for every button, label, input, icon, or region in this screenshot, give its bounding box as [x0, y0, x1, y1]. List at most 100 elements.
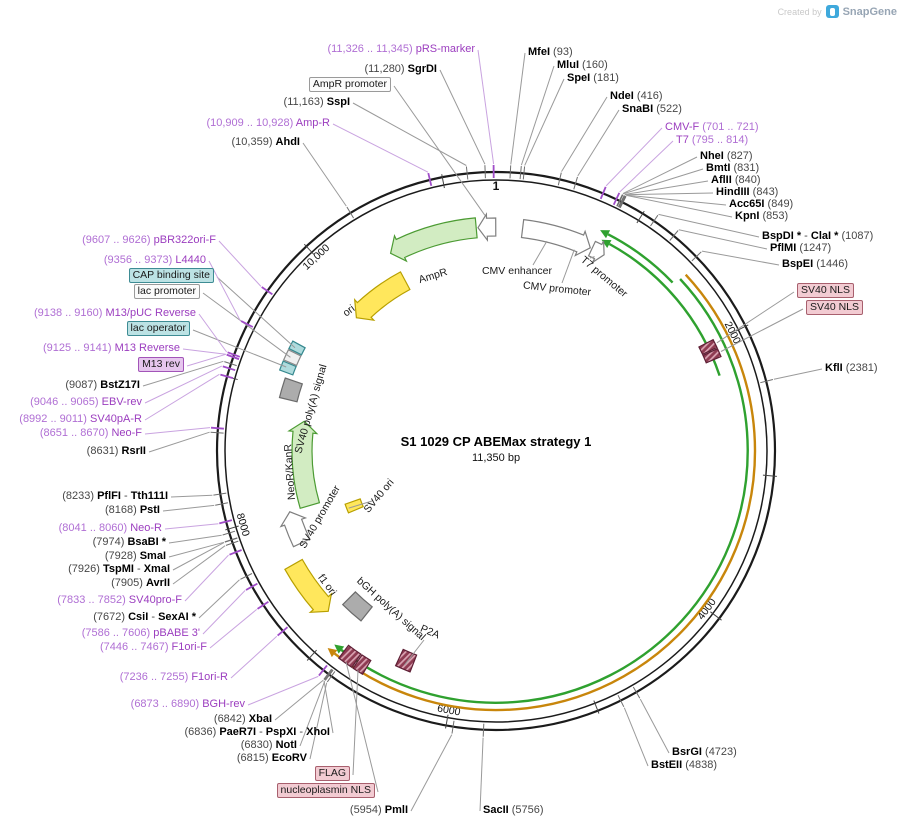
- aflii-label[interactable]: AflII (840): [711, 174, 761, 186]
- f1ori-r-label[interactable]: (7236 .. 7255) F1ori-R: [119, 671, 228, 683]
- orf-green-upper-arc[interactable]: [607, 233, 674, 284]
- hindiii-label[interactable]: HindIII (843): [716, 186, 779, 198]
- sspi-label[interactable]: (11,163) SspI: [283, 96, 350, 108]
- neor-kanr-feature[interactable]: [287, 420, 321, 510]
- sv40pa-r-label[interactable]: (8992 .. 9011) SV40pA-R: [19, 413, 142, 425]
- ndei-leader: [561, 96, 608, 172]
- csii-sexai-label[interactable]: (7672) CsiI - SexAI *: [93, 611, 196, 623]
- f1ori-f-label[interactable]: (7446 .. 7467) F1ori-F: [99, 641, 207, 653]
- flag-feature[interactable]: [352, 654, 372, 676]
- ecorv-leader: [309, 682, 328, 760]
- ecorv-label[interactable]: (6815) EcoRV: [236, 752, 307, 764]
- bsrgi-label[interactable]: BsrGI (4723): [672, 746, 737, 758]
- cmv-f-label[interactable]: CMV-F (701 .. 721): [665, 121, 759, 133]
- pflfi-tth111i-leader: [170, 494, 213, 498]
- nucleoplasmin-nls-feature[interactable]: [337, 644, 362, 669]
- bsabi-label[interactable]: (7974) BsaBI *: [92, 536, 166, 548]
- m13-rev-label[interactable]: M13 rev: [138, 357, 184, 372]
- sgrdi-label[interactable]: (11,280) SgrDI: [364, 63, 437, 75]
- flag-label[interactable]: FLAG: [314, 766, 350, 781]
- prs-marker-label[interactable]: (11,326 .. 11,345) pRS-marker: [327, 43, 475, 55]
- sv40-nls-2-label[interactable]: SV40 NLS: [806, 300, 864, 315]
- cap-binding-site-feature[interactable]: [288, 340, 306, 356]
- bgh-polya-feature[interactable]: [341, 591, 374, 622]
- paer7i-pspxi-xhoi-label[interactable]: (6836) PaeR7I - PspXI - XhoI: [184, 726, 330, 738]
- nucleoplasmin-nls-label[interactable]: nucleoplasmin NLS: [276, 783, 375, 798]
- bspei-label[interactable]: BspEI (1446): [782, 258, 849, 270]
- psti-label[interactable]: (8168) PstI: [104, 504, 160, 516]
- pflmi-label[interactable]: PflMI (1247): [770, 242, 832, 254]
- ahdi-label[interactable]: (10,359) AhdI: [231, 136, 300, 148]
- acc65i-label[interactable]: Acc65I (849): [729, 198, 794, 210]
- sv40-nls-2-leader: [720, 308, 804, 352]
- lac-promoter-label[interactable]: lac promoter: [133, 284, 200, 299]
- mlui-label[interactable]: MluI (160): [557, 59, 608, 71]
- bsteii-label[interactable]: BstEII (4838): [651, 759, 718, 771]
- sv40-ori-feature[interactable]: [344, 498, 364, 514]
- mfei-label[interactable]: MfeI (93): [528, 46, 573, 58]
- ampr-feature[interactable]: [389, 217, 478, 263]
- m13-reverse-label[interactable]: (9125 .. 9141) M13 Reverse: [43, 342, 180, 354]
- tspmi-xmai-label[interactable]: (7926) TspMI - XmaI: [68, 563, 170, 575]
- p2a-feature[interactable]: [394, 648, 418, 673]
- bstz17i-leader: [142, 360, 224, 387]
- cap-binding-site-label[interactable]: CAP binding site: [128, 268, 214, 283]
- nhei-label[interactable]: NheI (827): [700, 150, 753, 162]
- pflmi-site-tick: [669, 230, 679, 241]
- l4440-label[interactable]: (9356 .. 9373) L4440: [103, 254, 206, 266]
- avrii-label[interactable]: (7905) AvrII: [111, 577, 170, 589]
- bsrgi-site-tick: [632, 686, 641, 699]
- ndei-label[interactable]: NdeI (416): [610, 90, 663, 102]
- bgh-rev-label[interactable]: (6873 .. 6890) BGH-rev: [130, 698, 245, 710]
- f1ori-f-leader: [209, 609, 258, 649]
- noti-label[interactable]: (6830) NotI: [240, 739, 297, 751]
- sv40pro-f-label[interactable]: (7833 .. 7852) SV40pro-F: [57, 594, 182, 606]
- snabi-label[interactable]: SnaBI (522): [622, 103, 682, 115]
- ampr-promoter-label[interactable]: AmpR promoter: [308, 77, 391, 92]
- xbai-label[interactable]: (6842) XbaI: [213, 713, 272, 725]
- bspdi-clai-label[interactable]: BspDI * - ClaI * (1087): [762, 230, 874, 242]
- cmv-enhancer-label[interactable]: CMV enhancer: [481, 265, 553, 277]
- kpni-label[interactable]: KpnI (853): [735, 210, 789, 222]
- cap-binding-site-leader: [216, 276, 296, 349]
- pbr322ori-f-label[interactable]: (9607 .. 9626) pBR322ori-F: [82, 234, 216, 246]
- spei-label[interactable]: SpeI (181): [567, 72, 619, 84]
- pbabe-3-leader: [202, 590, 246, 635]
- sv40-nls-1-label[interactable]: SV40 NLS: [797, 283, 855, 298]
- hindiii-site-tick: [618, 195, 626, 208]
- pbabe-3-label[interactable]: (7586 .. 7606) pBABE 3': [81, 627, 200, 639]
- sacii-label[interactable]: SacII (5756): [483, 804, 544, 816]
- cmv-enhancer-promoter-feature[interactable]: [520, 218, 592, 257]
- sv40-nls-2-feature[interactable]: [702, 347, 722, 364]
- bgh-rev-leader: [247, 675, 319, 706]
- bstz17i-label[interactable]: (9087) BstZ17I: [65, 379, 140, 391]
- ampr-promoter-feature[interactable]: [477, 212, 497, 243]
- avrii-site-tick: [225, 540, 239, 546]
- ori-feature[interactable]: [353, 271, 411, 322]
- sv40-promoter-feature[interactable]: [279, 511, 311, 548]
- m13-puc-reverse-label[interactable]: (9138 .. 9160) M13/pUC Reverse: [33, 307, 196, 319]
- kfli-label[interactable]: KflI (2381): [825, 362, 878, 374]
- f1-ori-feature[interactable]: [284, 558, 333, 613]
- orf-frame-arc[interactable]: [333, 273, 757, 712]
- scale-tick-1000: [636, 210, 645, 224]
- orf-green-long-arc[interactable]: [340, 278, 749, 704]
- bspdi-clai-leader: [658, 213, 760, 238]
- lac-operator-label[interactable]: lac operator: [126, 321, 190, 336]
- pmli-label[interactable]: (5954) PmlI: [349, 804, 408, 816]
- lac-operator-feature[interactable]: [278, 360, 297, 376]
- lac-promoter-feature[interactable]: [282, 348, 302, 367]
- t7-primer-label[interactable]: T7 (795 .. 814): [676, 134, 749, 146]
- smai-label[interactable]: (7928) SmaI: [104, 550, 166, 562]
- amp-r-primer-label[interactable]: (10,909 .. 10,928) Amp-R: [206, 117, 330, 129]
- sv40pro-f-leader: [184, 554, 229, 602]
- ebv-rev-label[interactable]: (9046 .. 9065) EBV-rev: [30, 396, 142, 408]
- sv40-polya-feature[interactable]: [278, 377, 304, 403]
- rsrii-label[interactable]: (8631) RsrII: [86, 445, 146, 457]
- pflfi-tth111i-label[interactable]: (8233) PflFI - Tth111I: [62, 490, 168, 502]
- sv40-nls-1-feature[interactable]: [698, 338, 718, 356]
- psti-site-tick: [215, 502, 228, 506]
- neo-r-label[interactable]: (8041 .. 8060) Neo-R: [58, 522, 162, 534]
- bmti-label[interactable]: BmtI (831): [706, 162, 760, 174]
- neo-f-label[interactable]: (8651 .. 8670) Neo-F: [39, 427, 142, 439]
